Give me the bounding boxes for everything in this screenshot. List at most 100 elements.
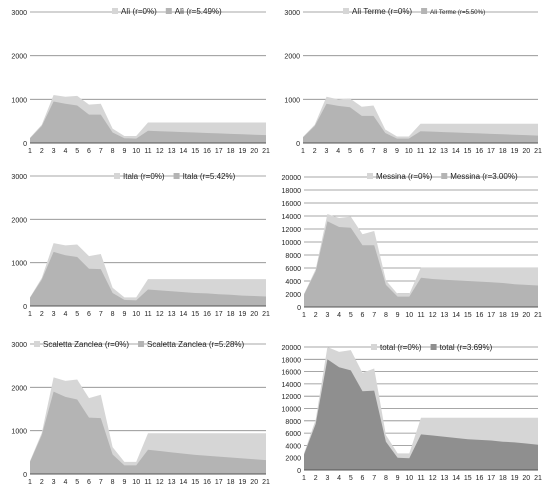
x-tick-label: 3 (325, 312, 329, 319)
x-tick-label: 12 (156, 148, 164, 155)
x-tick-label: 4 (337, 475, 341, 482)
x-tick-label: 13 (441, 312, 449, 319)
legend-label: Scaletta Zanclea (r=5.28%) (147, 340, 244, 349)
y-tick-label: 6000 (285, 266, 301, 273)
x-tick-label: 8 (384, 312, 388, 319)
x-tick-label: 13 (168, 479, 176, 486)
series-area-2 (30, 391, 266, 474)
x-tick-label: 19 (239, 311, 247, 318)
x-tick-label: 9 (395, 148, 399, 155)
x-tick-label: 20 (522, 475, 530, 482)
x-tick-label: 6 (361, 475, 365, 482)
y-tick-label: 0 (23, 141, 27, 148)
y-tick-label: 0 (297, 305, 301, 312)
y-tick-label: 4000 (285, 443, 301, 450)
x-tick-label: 7 (99, 311, 103, 318)
x-tick-label: 18 (499, 475, 507, 482)
x-tick-label: 14 (452, 312, 460, 319)
x-tick-label: 20 (250, 479, 258, 486)
x-tick-label: 17 (487, 312, 495, 319)
legend-swatch (430, 344, 437, 350)
x-tick-label: 15 (191, 148, 199, 155)
x-tick-label: 3 (52, 479, 56, 486)
y-tick-label: 2000 (284, 54, 300, 61)
legend-swatch (367, 173, 373, 179)
y-tick-label: 16000 (282, 201, 302, 208)
x-tick-label: 8 (111, 311, 115, 318)
x-tick-label: 2 (40, 479, 44, 486)
y-tick-label: 14000 (282, 214, 302, 221)
x-tick-label: 10 (405, 475, 413, 482)
y-tick-label: 18000 (282, 357, 302, 364)
x-tick-label: 19 (239, 148, 247, 155)
y-tick-label: 2000 (285, 456, 301, 463)
x-tick-label: 16 (203, 311, 211, 318)
x-tick-label: 13 (168, 311, 176, 318)
x-tick-label: 11 (417, 475, 424, 482)
x-tick-label: 8 (384, 475, 388, 482)
legend-swatch (173, 173, 180, 179)
x-tick-label: 12 (429, 475, 437, 482)
x-tick-label: 13 (168, 148, 176, 155)
y-tick-label: 1000 (284, 97, 300, 104)
x-tick-label: 5 (349, 475, 353, 482)
x-tick-label: 20 (250, 148, 258, 155)
x-tick-label: 3 (52, 148, 56, 155)
legend-label: total (r=0%) (380, 343, 422, 352)
y-tick-label: 10000 (282, 407, 302, 414)
x-tick-label: 19 (511, 475, 519, 482)
x-tick-label: 4 (336, 148, 340, 155)
chart-panel-messina: 0 2000 4000 6000 8000 10000 12000 14000 16000 180… (282, 172, 542, 319)
x-tick-label: 7 (99, 148, 103, 155)
chart-panel-total: 0 2000 4000 6000 8000 10000 12000 14000 16000 180… (282, 343, 542, 482)
x-tick-label: 1 (28, 148, 32, 155)
x-tick-label: 21 (534, 148, 542, 155)
x-tick-label: 14 (180, 479, 188, 486)
legend-swatch (441, 173, 448, 179)
x-tick-label: 2 (314, 312, 318, 319)
x-tick-label: 3 (52, 311, 56, 318)
y-tick-label: 10000 (282, 240, 302, 247)
legend-label: Itala (r=0%) (123, 172, 165, 181)
x-tick-label: 7 (372, 312, 376, 319)
legend-label: Alì (r=0%) (121, 7, 157, 16)
x-tick-label: 2 (40, 311, 44, 318)
legend-swatch (421, 8, 428, 14)
legend-label: Alì Terme (r=5.50%) (430, 9, 485, 16)
legend-swatch (34, 341, 40, 347)
legend-swatch (371, 344, 377, 350)
y-tick-label: 6000 (285, 431, 301, 438)
x-tick-label: 2 (314, 475, 318, 482)
y-tick-label: 4000 (285, 279, 301, 286)
x-tick-label: 18 (227, 311, 235, 318)
y-tick-label: 8000 (285, 253, 301, 260)
x-tick-label: 11 (144, 311, 151, 318)
y-tick-label: 1000 (11, 261, 27, 268)
x-tick-label: 11 (417, 312, 424, 319)
x-tick-label: 9 (122, 479, 126, 486)
x-tick-label: 9 (122, 311, 126, 318)
x-tick-label: 1 (28, 479, 32, 486)
x-tick-label: 3 (325, 475, 329, 482)
legend-label: Scaletta Zanclea (r=0%) (43, 340, 129, 349)
legend-label: Alì Terme (r=0%) (352, 7, 412, 16)
legend-swatch (112, 8, 118, 14)
x-tick-label: 11 (144, 148, 151, 155)
y-tick-label: 18000 (282, 188, 302, 195)
x-tick-label: 4 (63, 311, 67, 318)
y-tick-label: 0 (23, 304, 27, 311)
y-tick-label: 2000 (285, 292, 301, 299)
x-tick-label: 6 (361, 312, 365, 319)
x-tick-label: 5 (75, 311, 79, 318)
x-tick-label: 7 (372, 148, 376, 155)
x-tick-label: 14 (180, 311, 188, 318)
y-tick-label: 2000 (11, 217, 27, 224)
x-tick-label: 10 (132, 148, 140, 155)
legend-label: Itala (r=5.42%) (183, 172, 236, 181)
x-tick-label: 17 (215, 479, 223, 486)
series-area-2 (30, 101, 266, 143)
